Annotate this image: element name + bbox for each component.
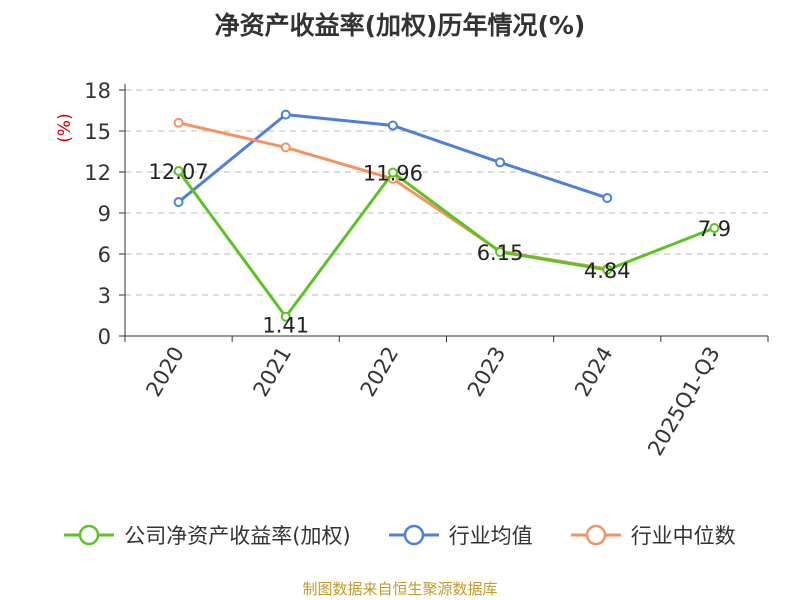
data-point [173, 197, 184, 208]
legend-swatch-marker [79, 524, 100, 546]
legend-label: 行业均值 [448, 524, 533, 548]
x-tick-label: 2023 [463, 343, 511, 401]
x-tick-label: 2020 [141, 343, 189, 401]
source-note: 制图数据来自恒生聚源数据库 [302, 580, 498, 598]
data-label: 1.41 [262, 314, 309, 338]
series [173, 109, 720, 322]
data-label: 6.15 [477, 241, 524, 265]
chart-title: 净资产收益率(加权)历年情况(%) [214, 11, 586, 40]
y-tick-label: 6 [98, 243, 111, 267]
data-point [387, 167, 398, 178]
y-tick-label: 18 [84, 79, 111, 103]
data-point [602, 264, 613, 275]
data-label: 11.96 [363, 162, 423, 186]
series-line [178, 121, 608, 271]
legend-item[interactable]: 公司净资产收益率(加权) [64, 520, 351, 550]
legend-swatch [388, 524, 439, 546]
data-label: 12.07 [149, 160, 209, 184]
data-point [495, 246, 506, 257]
y-tick-label: 15 [84, 120, 111, 144]
x-tick-label: 2024 [570, 343, 618, 401]
legend-item[interactable]: 行业均值 [388, 520, 533, 550]
data-point [173, 117, 184, 128]
x-tick-label: 2022 [356, 343, 404, 401]
legend-label: 行业中位数 [630, 524, 736, 548]
data-label: 7.9 [698, 217, 731, 241]
y-tick-label: 9 [98, 202, 111, 226]
legend-swatch-marker [403, 524, 424, 546]
legend-item[interactable]: 行业中位数 [570, 520, 736, 550]
data-point [280, 311, 291, 322]
data-point [387, 120, 398, 131]
grid-lines [125, 89, 768, 296]
y-axis-label: (%) [55, 113, 75, 142]
legend-swatch [64, 524, 115, 546]
y-tick-label: 0 [98, 325, 111, 349]
data-point [709, 223, 720, 234]
data-point [602, 192, 613, 203]
data-point [495, 157, 506, 168]
legend-swatch [570, 524, 621, 546]
legend-swatch-marker [585, 524, 606, 546]
data-point [280, 109, 291, 120]
legend-label: 公司净资产收益率(加权) [124, 524, 351, 548]
data-point [173, 166, 184, 177]
x-tick-label: 2021 [249, 343, 297, 401]
x-tick-label: 2025Q1-Q3 [643, 343, 725, 460]
data-labels: 12.07 1.41 11.96 6.15 4.84 7.9 [149, 160, 732, 338]
axes: 0 3 6 9 12 15 18 2020 2021 2022 2023 2024 2025Q1-Q3 [84, 79, 769, 460]
y-tick-label: 3 [98, 284, 111, 308]
data-point [280, 142, 291, 153]
y-tick-label: 12 [84, 161, 111, 185]
data-label: 4.84 [584, 259, 631, 283]
series-line [177, 170, 715, 319]
legend: 公司净资产收益率(加权) 行业均值 行业中位数 [0, 520, 800, 550]
